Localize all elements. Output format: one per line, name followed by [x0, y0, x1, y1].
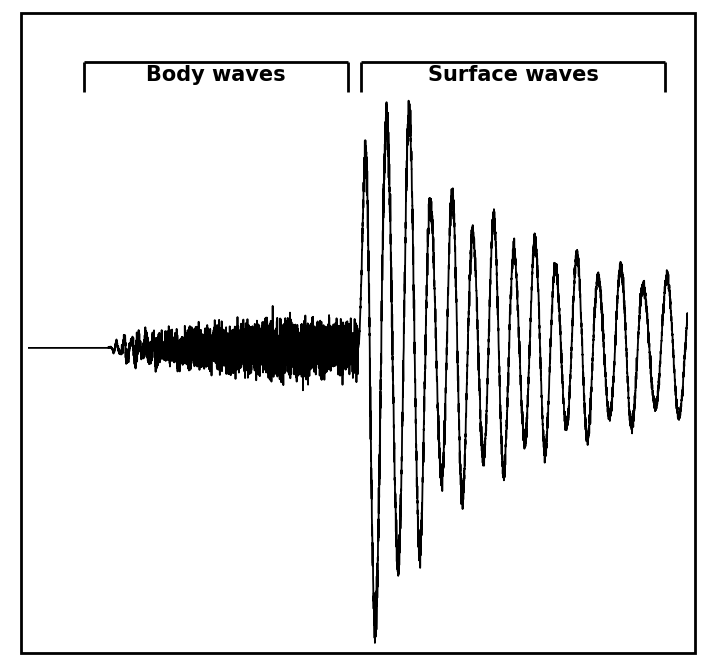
Text: Surface waves: Surface waves [428, 65, 598, 85]
Text: Body waves: Body waves [147, 65, 286, 85]
